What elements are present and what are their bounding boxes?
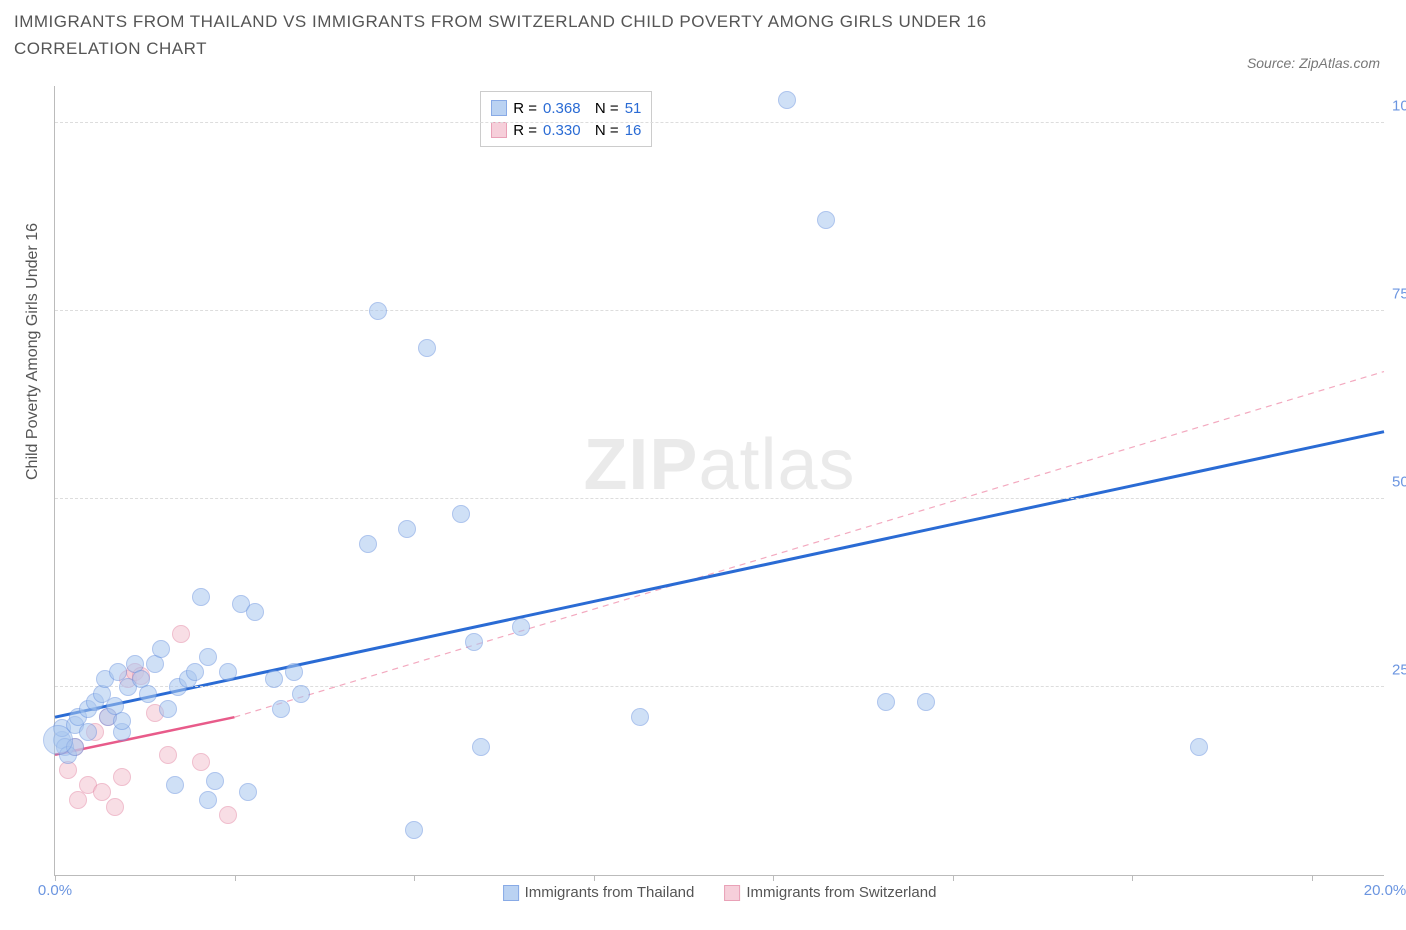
x-tick: [1312, 875, 1313, 881]
legend-label-thailand: Immigrants from Thailand: [525, 884, 695, 901]
data-point-thailand: [272, 700, 290, 718]
x-tick-label: 20.0%: [1364, 882, 1406, 899]
x-tick: [1132, 875, 1133, 881]
data-point-thailand: [219, 663, 237, 681]
data-point-thailand: [159, 700, 177, 718]
data-point-thailand: [778, 91, 796, 109]
data-point-thailand: [1190, 738, 1208, 756]
data-point-thailand: [246, 603, 264, 621]
x-tick: [235, 875, 236, 881]
data-point-thailand: [206, 772, 224, 790]
data-point-thailand: [265, 670, 283, 688]
switzerland-n-value: 16: [625, 122, 642, 139]
data-point-thailand: [877, 693, 895, 711]
data-point-thailand: [359, 535, 377, 553]
legend-label-switzerland: Immigrants from Switzerland: [746, 884, 936, 901]
data-point-thailand: [239, 783, 257, 801]
swatch-switzerland: [491, 122, 507, 138]
thailand-r-value: 0.368: [543, 100, 581, 117]
y-tick-label: 25.0%: [1392, 661, 1406, 678]
x-tick: [773, 875, 774, 881]
data-point-switzerland: [106, 798, 124, 816]
y-tick-label: 100.0%: [1392, 97, 1406, 114]
y-axis-label: Child Poverty Among Girls Under 16: [24, 223, 42, 480]
legend-row-thailand: R = 0.368 N = 51: [491, 97, 641, 119]
data-point-thailand: [631, 708, 649, 726]
data-point-thailand: [79, 723, 97, 741]
data-point-thailand: [292, 685, 310, 703]
gridline: [55, 498, 1384, 499]
data-point-thailand: [512, 618, 530, 636]
data-point-thailand: [405, 821, 423, 839]
correlation-legend: R = 0.368 N = 51 R = 0.330 N = 16: [480, 91, 652, 147]
swatch-thailand-icon: [503, 885, 519, 901]
data-point-switzerland: [69, 791, 87, 809]
data-point-thailand: [418, 339, 436, 357]
x-tick: [594, 875, 595, 881]
chart-title: IMMIGRANTS FROM THAILAND VS IMMIGRANTS F…: [14, 8, 1114, 62]
data-point-thailand: [452, 505, 470, 523]
data-point-thailand: [398, 520, 416, 538]
gridline: [55, 686, 1384, 687]
data-point-thailand: [186, 663, 204, 681]
legend-item-thailand: Immigrants from Thailand: [503, 884, 695, 901]
gridline: [55, 310, 1384, 311]
source-attribution: Source: ZipAtlas.com: [1247, 55, 1380, 71]
x-tick-label: 0.0%: [38, 882, 72, 899]
swatch-thailand: [491, 100, 507, 116]
data-point-switzerland: [159, 746, 177, 764]
data-point-thailand: [369, 302, 387, 320]
data-point-thailand: [166, 776, 184, 794]
plot-area: ZIPatlas R = 0.368 N = 51 R = 0.330 N = …: [54, 86, 1384, 876]
y-tick-label: 75.0%: [1392, 285, 1406, 302]
x-tick: [414, 875, 415, 881]
y-tick-label: 50.0%: [1392, 473, 1406, 490]
swatch-switzerland-icon: [724, 885, 740, 901]
x-tick: [953, 875, 954, 881]
data-point-switzerland: [172, 625, 190, 643]
data-point-switzerland: [113, 768, 131, 786]
data-point-thailand: [917, 693, 935, 711]
data-point-thailand: [817, 211, 835, 229]
data-point-thailand: [139, 685, 157, 703]
data-point-thailand: [285, 663, 303, 681]
legend-item-switzerland: Immigrants from Switzerland: [724, 884, 936, 901]
trend-lines: [55, 86, 1384, 875]
data-point-thailand: [199, 648, 217, 666]
gridline: [55, 122, 1384, 123]
series-legend: Immigrants from Thailand Immigrants from…: [503, 884, 937, 901]
data-point-thailand: [199, 791, 217, 809]
data-point-large: [43, 725, 73, 755]
data-point-switzerland: [93, 783, 111, 801]
data-point-thailand: [113, 712, 131, 730]
switzerland-r-value: 0.330: [543, 122, 581, 139]
data-point-thailand: [472, 738, 490, 756]
x-tick: [55, 875, 56, 881]
data-point-thailand: [192, 588, 210, 606]
data-point-switzerland: [219, 806, 237, 824]
data-point-switzerland: [192, 753, 210, 771]
thailand-n-value: 51: [625, 100, 642, 117]
data-point-thailand: [465, 633, 483, 651]
data-point-thailand: [152, 640, 170, 658]
